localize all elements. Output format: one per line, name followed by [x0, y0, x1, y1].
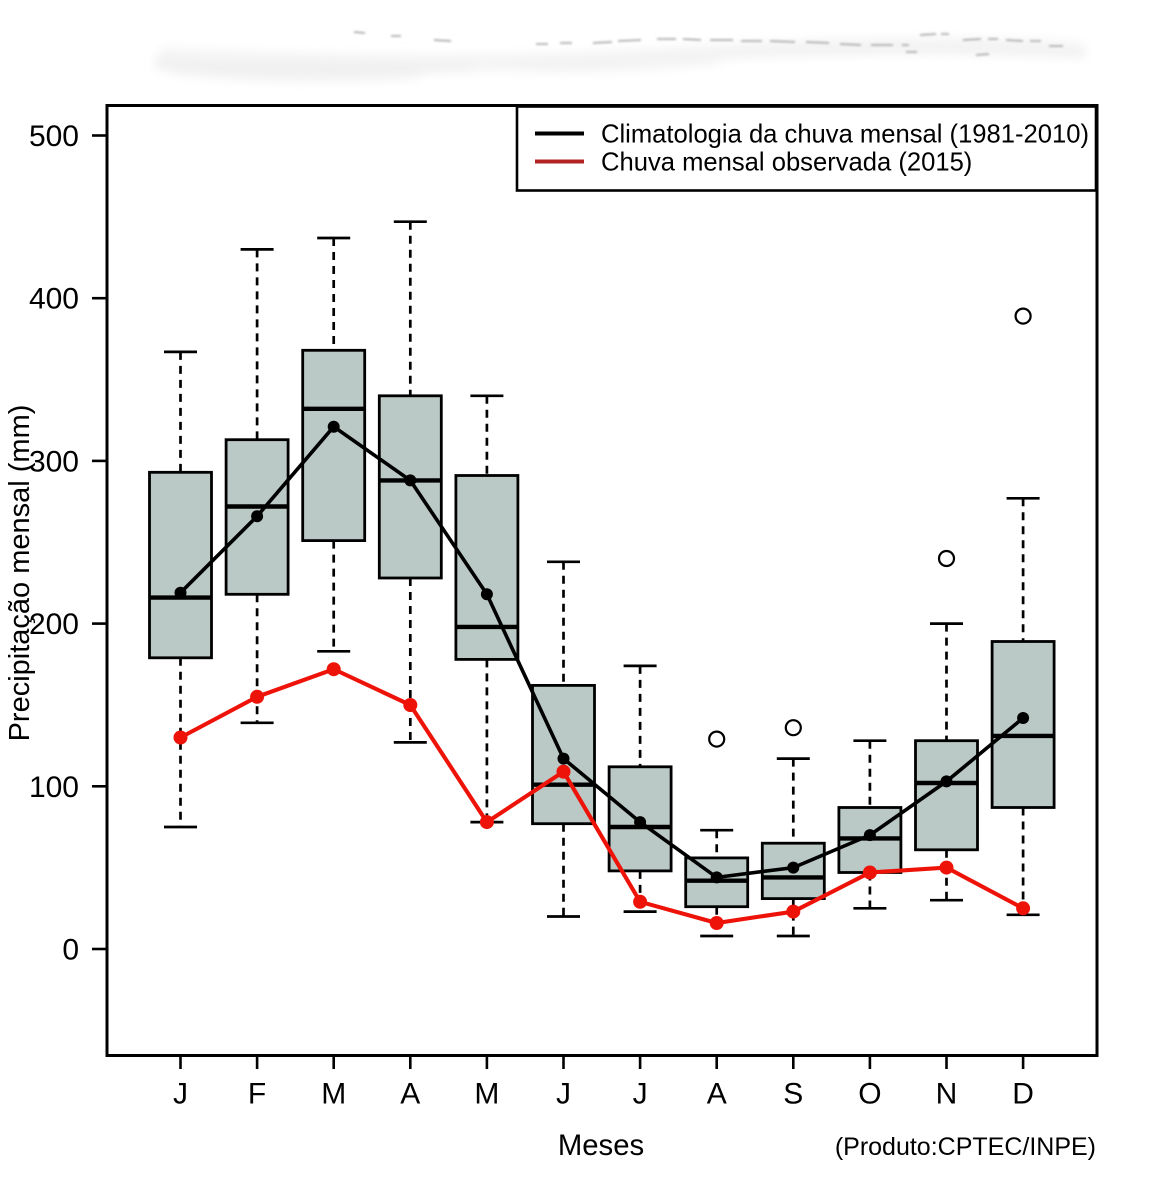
svg-text:M: M: [474, 1078, 499, 1111]
svg-text:0: 0: [62, 934, 79, 967]
svg-text:300: 300: [29, 445, 79, 478]
svg-text:N: N: [936, 1078, 958, 1111]
svg-text:D: D: [1012, 1078, 1034, 1111]
svg-text:A: A: [707, 1078, 727, 1111]
svg-text:A: A: [400, 1078, 420, 1111]
svg-text:O: O: [858, 1078, 881, 1111]
svg-text:(Produto:CPTEC/INPE): (Produto:CPTEC/INPE): [835, 1133, 1096, 1161]
svg-text:400: 400: [29, 283, 79, 316]
svg-text:Precipitação mensal (mm): Precipitação mensal (mm): [4, 405, 36, 742]
svg-text:J: J: [633, 1078, 648, 1111]
svg-text:F: F: [248, 1078, 266, 1111]
svg-text:M: M: [321, 1078, 346, 1111]
svg-text:J: J: [173, 1078, 188, 1111]
svg-text:200: 200: [29, 608, 79, 641]
svg-text:500: 500: [29, 120, 79, 153]
svg-text:Climatologia da chuva mensal (: Climatologia da chuva mensal (1981-2010): [601, 121, 1089, 149]
svg-text:100: 100: [29, 771, 79, 804]
svg-text:Chuva mensal observada (2015): Chuva mensal observada (2015): [601, 149, 972, 177]
svg-text:S: S: [783, 1078, 803, 1111]
svg-text:J: J: [556, 1078, 571, 1111]
svg-text:Meses: Meses: [558, 1129, 644, 1162]
